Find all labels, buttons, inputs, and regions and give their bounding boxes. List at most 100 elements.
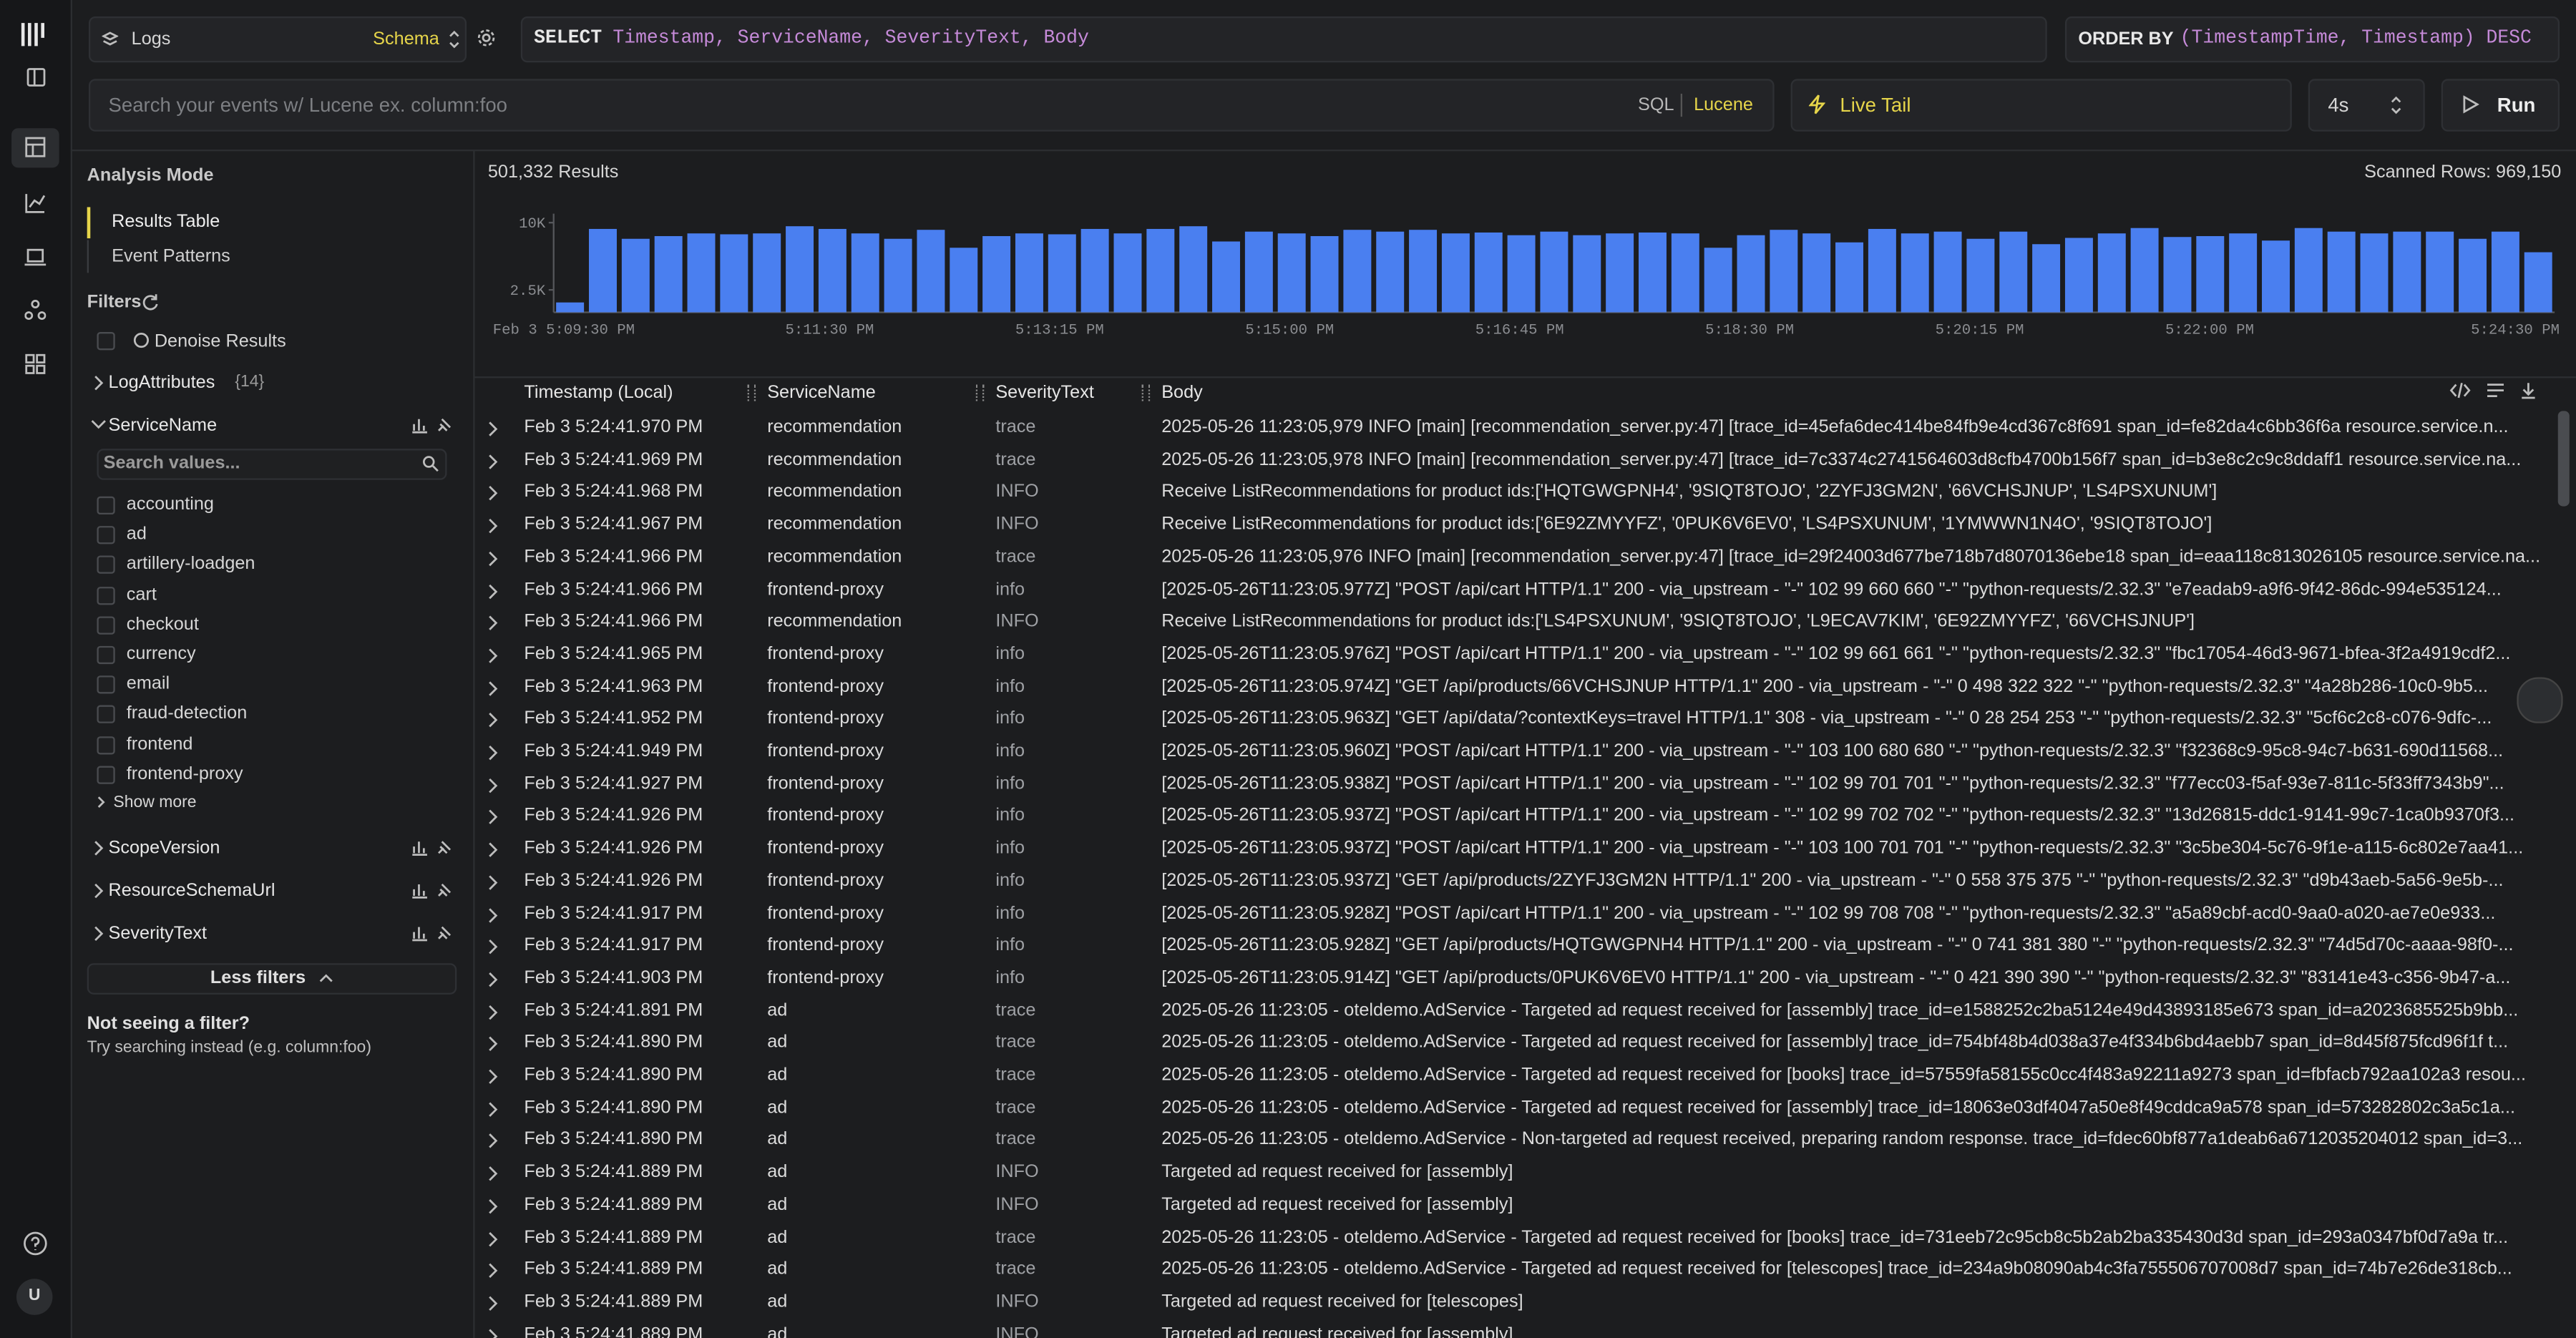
cell: Feb 3 5:24:41.969 PM (524, 450, 703, 470)
denoise-label[interactable]: Denoise Results (155, 332, 286, 352)
log-row[interactable]: Feb 3 5:24:41.889 PMadINFOTargeted ad re… (473, 1287, 2556, 1319)
cell: frontend-proxy (767, 871, 884, 891)
filter-group[interactable]: ServiceName (109, 416, 218, 436)
user-avatar[interactable]: U (16, 1279, 53, 1315)
log-row[interactable]: Feb 3 5:24:41.890 PMadtrace2025-05-26 11… (473, 1027, 2556, 1059)
filter-group[interactable]: LogAttributes (109, 373, 215, 393)
nav-search[interactable] (24, 137, 46, 158)
service-option[interactable]: frontend-proxy (127, 764, 243, 784)
cell: trace (995, 1000, 1035, 1020)
nav-sessions[interactable] (24, 247, 46, 268)
checkbox[interactable] (97, 766, 114, 783)
log-row[interactable]: Feb 3 5:24:41.966 PMrecommendationINFORe… (473, 607, 2556, 638)
checkbox[interactable] (97, 497, 114, 514)
mode-option[interactable]: Results Table (112, 212, 220, 232)
service-option[interactable]: currency (127, 645, 196, 665)
checkbox[interactable] (97, 616, 114, 634)
log-row[interactable]: Feb 3 5:24:41.917 PMfrontend-proxyinfo[2… (473, 931, 2556, 962)
checkbox[interactable] (97, 556, 114, 574)
log-row[interactable]: Feb 3 5:24:41.968 PMrecommendationINFORe… (473, 477, 2556, 509)
log-row[interactable]: Feb 3 5:24:41.890 PMadtrace2025-05-26 11… (473, 1093, 2556, 1124)
filter-actions[interactable] (411, 839, 454, 856)
log-row[interactable]: Feb 3 5:24:41.890 PMadtrace2025-05-26 11… (473, 1125, 2556, 1156)
column-header[interactable]: Timestamp (Local) (524, 383, 673, 403)
log-row[interactable]: Feb 3 5:24:41.891 PMadtrace2025-05-26 11… (473, 995, 2556, 1027)
histogram-bar (1737, 235, 1765, 313)
service-option[interactable]: accounting (127, 494, 214, 514)
checkbox[interactable] (97, 527, 114, 545)
checkbox[interactable] (97, 586, 114, 604)
histogram-bar (1573, 235, 1601, 313)
filter-actions[interactable] (411, 881, 454, 899)
log-row[interactable]: Feb 3 5:24:41.966 PMfrontend-proxyinfo[2… (473, 575, 2556, 606)
chevron-path (489, 1232, 496, 1245)
log-row[interactable]: Feb 3 5:24:41.952 PMfrontend-proxyinfo[2… (473, 704, 2556, 736)
filter-actions[interactable] (411, 416, 454, 434)
histogram-bar (2459, 239, 2487, 313)
x-tick-label: 5:22:00 PM (2165, 322, 2254, 338)
results-count: 501,332 Results (488, 162, 619, 182)
filter-group[interactable]: SeverityText (109, 924, 208, 944)
service-option[interactable]: fraud-detection (127, 704, 247, 724)
interval-select[interactable] (2308, 79, 2425, 132)
lucene-toggle[interactable]: Lucene (1694, 95, 1753, 115)
log-row[interactable]: Feb 3 5:24:41.963 PMfrontend-proxyinfo[2… (473, 672, 2556, 703)
nav-services[interactable] (24, 299, 46, 321)
cell: 2025-05-26 11:23:05 - oteldemo.AdService… (1161, 1000, 2546, 1020)
log-row[interactable]: Feb 3 5:24:41.889 PMadINFOTargeted ad re… (473, 1190, 2556, 1221)
checkbox[interactable] (97, 676, 114, 694)
column-header[interactable]: ServiceName (767, 383, 876, 403)
sidebar-toggle[interactable] (26, 67, 47, 87)
nav-dashboards[interactable] (24, 353, 46, 375)
scrollbar-thumb[interactable] (2558, 411, 2570, 506)
chevron-path (489, 552, 496, 565)
sql-toggle[interactable]: SQL (1638, 95, 1674, 115)
help-button[interactable] (23, 1231, 47, 1256)
expand-chevron (488, 582, 498, 599)
settings-button[interactable] (477, 28, 497, 48)
service-option[interactable]: ad (127, 524, 147, 545)
refresh-icon[interactable] (141, 293, 159, 311)
filter-group[interactable]: ResourceSchemaUrl (109, 881, 275, 901)
log-row[interactable]: Feb 3 5:24:41.970 PMrecommendationtrace2… (473, 413, 2556, 444)
histogram-bar (1343, 230, 1371, 312)
chevron (94, 840, 104, 856)
log-row[interactable]: Feb 3 5:24:41.889 PMadINFOTargeted ad re… (473, 1158, 2556, 1189)
log-row[interactable]: Feb 3 5:24:41.967 PMrecommendationINFORe… (473, 509, 2556, 541)
log-row[interactable]: Feb 3 5:24:41.889 PMadtrace2025-05-26 11… (473, 1222, 2556, 1254)
checkbox[interactable] (97, 736, 114, 753)
service-option[interactable]: email (127, 674, 170, 694)
log-row[interactable]: Feb 3 5:24:41.917 PMfrontend-proxyinfo[2… (473, 898, 2556, 929)
table-actions[interactable] (2449, 381, 2548, 399)
cell: info (995, 903, 1025, 923)
log-row[interactable]: Feb 3 5:24:41.969 PMrecommendationtrace2… (473, 445, 2556, 477)
nav-charts[interactable] (24, 192, 46, 214)
service-option[interactable]: checkout (127, 615, 199, 635)
log-row[interactable]: Feb 3 5:24:41.889 PMadtrace2025-05-26 11… (473, 1254, 2556, 1286)
cell: 2025-05-26 11:23:05 - oteldemo.AdService… (1161, 1130, 2546, 1150)
log-row[interactable]: Feb 3 5:24:41.965 PMfrontend-proxyinfo[2… (473, 639, 2556, 670)
log-row[interactable]: Feb 3 5:24:41.926 PMfrontend-proxyinfo[2… (473, 866, 2556, 897)
log-row[interactable]: Feb 3 5:24:41.903 PMfrontend-proxyinfo[2… (473, 963, 2556, 995)
mode-option[interactable]: Event Patterns (112, 247, 230, 267)
schema-link[interactable]: Schema (373, 29, 439, 49)
filter-actions[interactable] (411, 924, 454, 942)
log-row[interactable]: Feb 3 5:24:41.890 PMadtrace2025-05-26 11… (473, 1060, 2556, 1092)
filter-group[interactable]: ScopeVersion (109, 839, 220, 859)
log-row[interactable]: Feb 3 5:24:41.927 PMfrontend-proxyinfo[2… (473, 768, 2556, 800)
service-option[interactable]: frontend (127, 734, 193, 754)
column-header[interactable]: SeverityText (995, 383, 1094, 403)
service-option[interactable]: artillery-loadgen (127, 555, 255, 575)
service-option[interactable]: cart (127, 585, 157, 605)
checkbox[interactable] (97, 332, 114, 350)
log-row[interactable]: Feb 3 5:24:41.949 PMfrontend-proxyinfo[2… (473, 736, 2556, 768)
filter-count: {14} (235, 373, 264, 391)
log-row[interactable]: Feb 3 5:24:41.926 PMfrontend-proxyinfo[2… (473, 801, 2556, 833)
show-more[interactable]: Show more (113, 794, 196, 812)
log-row[interactable]: Feb 3 5:24:41.926 PMfrontend-proxyinfo[2… (473, 834, 2556, 865)
log-row[interactable]: Feb 3 5:24:41.966 PMrecommendationtrace2… (473, 542, 2556, 574)
column-header[interactable]: Body (1161, 383, 1203, 403)
checkbox[interactable] (97, 705, 114, 723)
log-row[interactable]: Feb 3 5:24:41.889 PMadINFOTargeted ad re… (473, 1319, 2556, 1338)
checkbox[interactable] (97, 646, 114, 664)
